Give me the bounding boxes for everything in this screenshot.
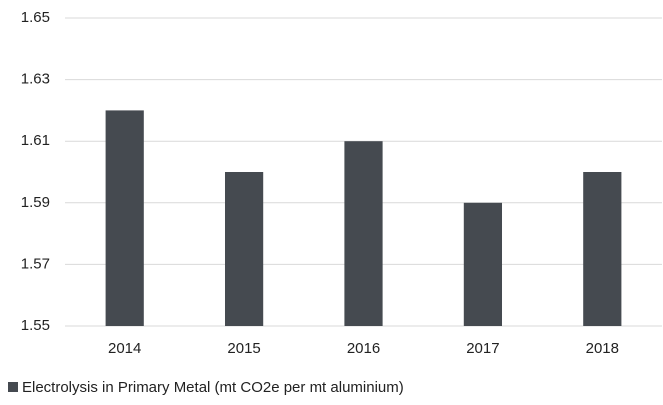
legend-swatch xyxy=(8,382,18,392)
x-tick-label: 2015 xyxy=(227,340,260,357)
y-tick-label: 1.61 xyxy=(21,132,50,149)
y-tick-label: 1.57 xyxy=(21,255,50,272)
bar xyxy=(105,110,144,327)
y-tick-label: 1.63 xyxy=(21,71,50,88)
bar xyxy=(463,202,503,326)
x-tick-label: 2016 xyxy=(347,340,380,357)
x-tick-label: 2017 xyxy=(466,340,499,357)
bar xyxy=(344,141,383,326)
y-tick-label: 1.55 xyxy=(21,317,50,334)
legend-label: Electrolysis in Primary Metal (mt CO2e p… xyxy=(22,379,404,396)
bar xyxy=(583,172,622,326)
x-tick-label: 2014 xyxy=(108,340,141,357)
bar xyxy=(224,172,264,326)
x-tick-label: 2018 xyxy=(586,340,619,357)
y-tick-label: 1.59 xyxy=(21,194,50,211)
y-tick-label: 1.65 xyxy=(21,9,50,26)
